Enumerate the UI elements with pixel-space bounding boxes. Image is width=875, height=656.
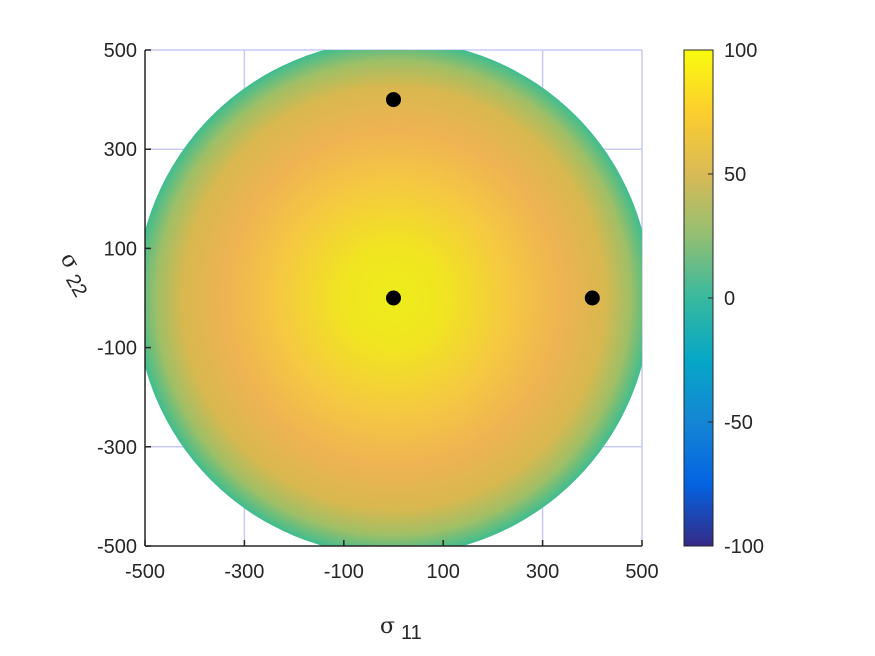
colorbar-tick-label: -100 xyxy=(724,536,764,558)
x-tick-label: -100 xyxy=(324,561,364,583)
x-tick-label: 500 xyxy=(625,561,658,583)
plot-area: -500 -300 -100 100 300 500 -500 -300 -100 100 300… xyxy=(97,40,659,583)
colorbar-tick-label: 50 xyxy=(724,164,746,186)
y-tick-label: 500 xyxy=(104,40,137,62)
colorbar-tick-label: 100 xyxy=(724,40,757,62)
colorbar-tick-label: -50 xyxy=(724,412,753,434)
data-point xyxy=(584,290,600,306)
x-ticks: -500 -300 -100 100 300 500 xyxy=(125,540,659,583)
colorbar: -100 -50 0 50 100 xyxy=(683,40,764,558)
x-tick-label: -300 xyxy=(224,561,264,583)
x-axis-label: σ 11 xyxy=(380,614,422,644)
colorbar-tick-label: 0 xyxy=(724,288,735,310)
y-axis-label: σ22 xyxy=(50,249,98,301)
y-tick-label: -500 xyxy=(97,536,137,558)
y-ticks: -500 -300 -100 100 300 500 xyxy=(97,40,151,558)
x-tick-label: 100 xyxy=(427,561,460,583)
x-tick-label: 300 xyxy=(526,561,559,583)
data-point xyxy=(386,290,401,306)
colorbar-ticks: -100 -50 0 50 100 xyxy=(708,40,764,558)
y-tick-label: 300 xyxy=(104,139,137,161)
y-tick-label: -300 xyxy=(97,437,137,459)
x-tick-label: -500 xyxy=(125,561,165,583)
data-point xyxy=(386,92,401,108)
y-tick-label: 100 xyxy=(104,238,137,260)
axes-lines xyxy=(144,50,642,547)
data-points xyxy=(386,92,600,306)
y-tick-label: -100 xyxy=(97,338,137,360)
